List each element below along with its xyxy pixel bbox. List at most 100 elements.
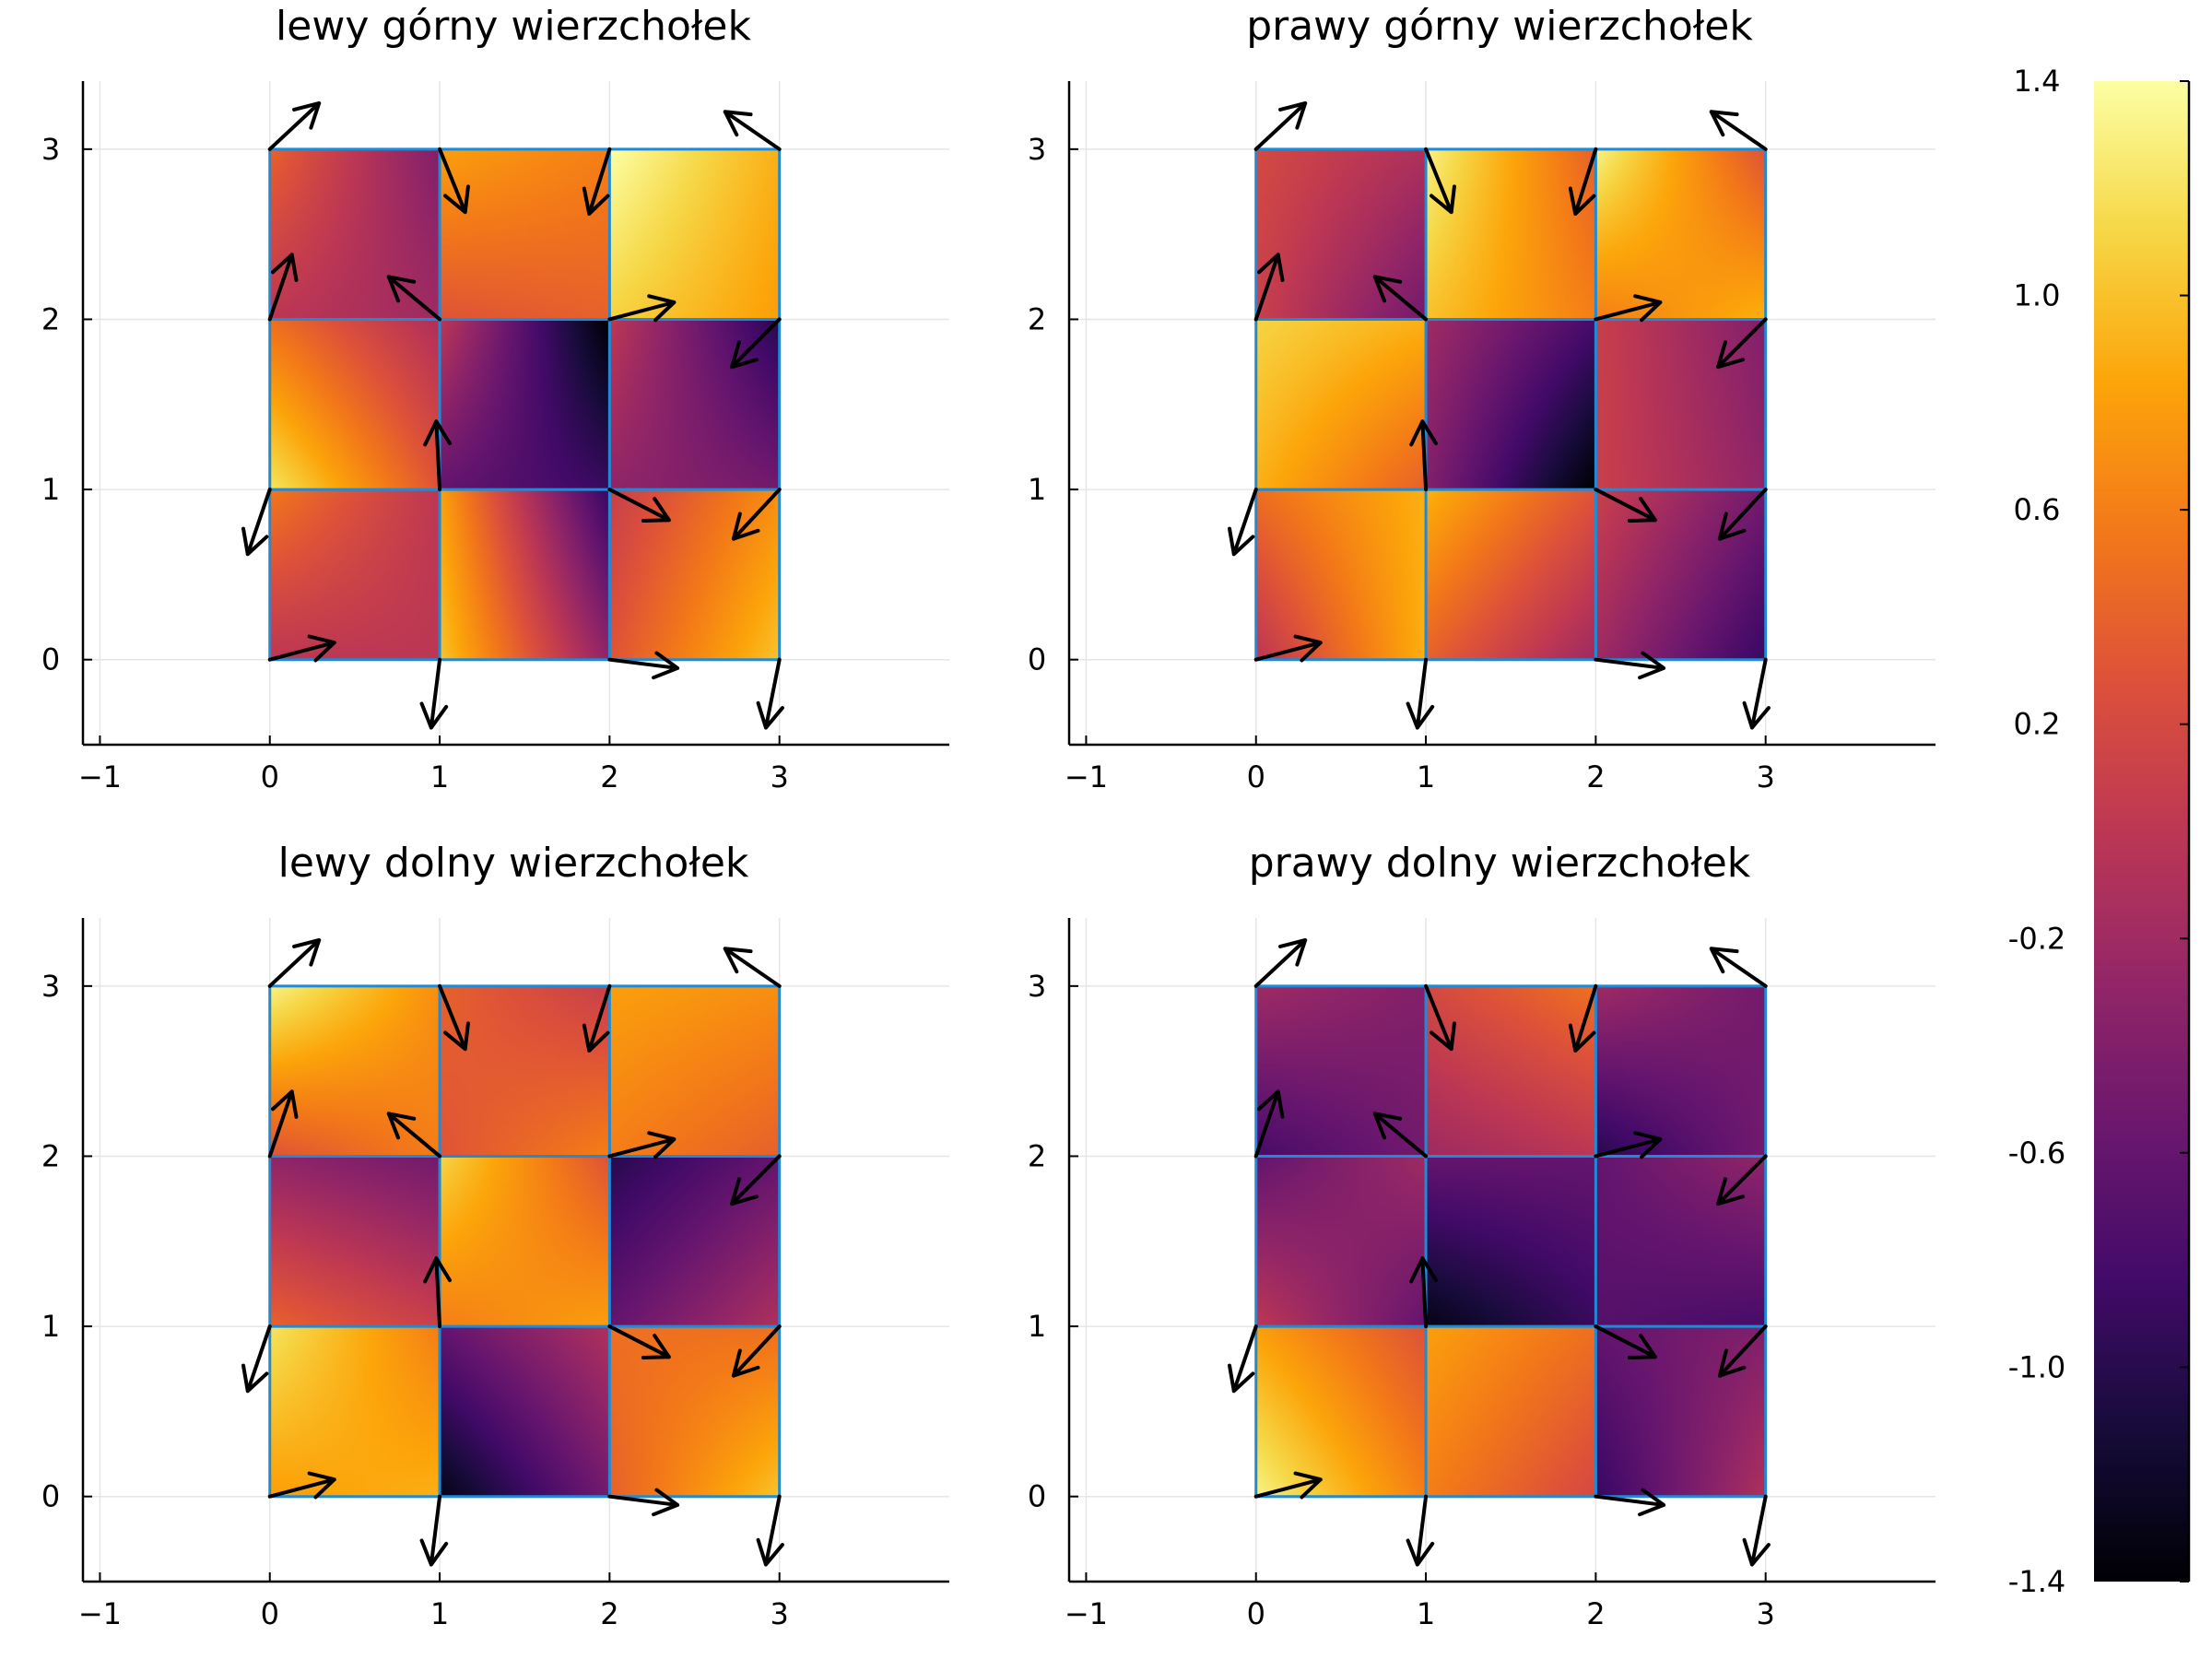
cell-edges <box>1254 147 1768 662</box>
gradient-arrow <box>1253 253 1285 322</box>
heatmap-cell <box>269 319 441 490</box>
heatmap-cell <box>1255 319 1427 490</box>
gradient-arrow <box>1372 275 1429 322</box>
y-tick-label: 0 <box>41 1479 60 1514</box>
heatmap-cell <box>440 319 610 490</box>
gradient-arrows <box>1228 101 1771 730</box>
colorbar: 1.4 1.0 0.6 0.2 -0.2 -0.6 -1.0 -1.4 <box>2008 64 2191 1599</box>
gradient-arrow <box>1709 110 1768 151</box>
gradient-arrow <box>1568 147 1598 216</box>
x-tick-label: 3 <box>771 759 789 794</box>
heatmap-cell <box>1426 148 1596 320</box>
gradient-arrows <box>241 101 784 730</box>
gradient-arrow <box>1253 101 1308 151</box>
gradient-arrow <box>267 634 336 663</box>
heatmap-cell <box>1255 148 1427 320</box>
x-tick-label: 2 <box>1586 1596 1605 1631</box>
gradient-arrow <box>1742 657 1771 730</box>
gradient-arrow <box>1594 1488 1666 1517</box>
x-tick-label: 2 <box>1586 759 1605 794</box>
gradient-arrow <box>731 1324 782 1378</box>
gradient-arrow <box>241 1324 272 1394</box>
y-tick-label: 0 <box>41 642 60 677</box>
gradient-arrow <box>607 651 680 680</box>
gradient-arrow <box>1253 634 1323 663</box>
y-tick-label: 2 <box>41 301 60 336</box>
gradient-arrow <box>438 147 470 215</box>
y-tick-label: 0 <box>1028 1479 1046 1514</box>
x-tick-label: 0 <box>261 1596 279 1631</box>
heatmap-cell <box>1426 489 1596 660</box>
gradient-arrow <box>582 147 612 216</box>
heatmap-cell <box>1255 1156 1427 1327</box>
subplot-2: −1 0 1 2 3 0 1 2 3 prawy górny wierzchołek <box>1028 3 1936 794</box>
x-tick-label: −1 <box>78 1596 122 1631</box>
gradient-arrow <box>267 1471 336 1500</box>
heatmap-cell <box>1255 1326 1427 1497</box>
gradient-arrow <box>438 983 470 1052</box>
gradient-arrow <box>607 1324 671 1359</box>
x-tick-label: 1 <box>1417 1596 1435 1631</box>
gradient-arrow <box>1424 147 1456 215</box>
heatmap-cell <box>1426 985 1596 1157</box>
colorbar-tick-label: -0.2 <box>2008 921 2065 956</box>
gradient-arrow <box>730 1154 782 1206</box>
gradient-arrow <box>1716 317 1768 370</box>
x-tick-label: 2 <box>600 759 618 794</box>
colorbar-tick-label: -0.6 <box>2008 1135 2065 1171</box>
subplot-3: −1 0 1 2 3 0 1 2 3 lewy dolny wierzchołek <box>41 840 949 1631</box>
gradient-arrow <box>1742 1494 1771 1567</box>
x-tick-label: −1 <box>1065 759 1108 794</box>
heatmap-cells <box>1255 148 1766 660</box>
gradient-arrow <box>1594 294 1663 323</box>
x-tick-label: −1 <box>78 759 122 794</box>
gradient-arrow <box>1228 488 1258 557</box>
subplot-4: −1 0 1 2 3 0 1 2 3 prawy dolny wierzchołek <box>1028 840 1936 1631</box>
colorbar-tick-label: 0.2 <box>2014 707 2061 742</box>
y-tick-label: 2 <box>1028 301 1046 336</box>
x-tick-label: 3 <box>1757 759 1775 794</box>
heatmap-cell <box>269 1326 441 1497</box>
x-tick-label: 0 <box>261 759 279 794</box>
heatmap-cells <box>269 985 780 1497</box>
gradient-arrow <box>607 488 671 523</box>
heatmap-cell <box>1255 985 1427 1157</box>
gradient-arrow <box>1594 1131 1663 1159</box>
x-tick-label: 3 <box>1757 1596 1775 1631</box>
gradient-arrow <box>1253 938 1308 988</box>
gradient-arrow <box>607 1131 677 1159</box>
gradient-arrow <box>730 317 782 370</box>
gradient-arrow <box>1406 1494 1435 1567</box>
gradient-arrow <box>723 947 782 988</box>
gradient-arrow <box>582 983 612 1053</box>
heatmap-cell <box>440 985 610 1157</box>
gradient-arrow <box>1409 419 1438 492</box>
x-tick-label: 1 <box>430 1596 449 1631</box>
gradient-arrow <box>423 1256 453 1329</box>
gradient-arrow <box>607 1488 680 1517</box>
x-tick-label: 1 <box>1417 759 1435 794</box>
gradient-arrow <box>723 110 782 151</box>
heatmap-cell <box>1255 489 1427 660</box>
y-tick-label: 1 <box>1028 1309 1046 1344</box>
x-tick-label: 0 <box>1247 759 1265 794</box>
subplot-title: prawy górny wierzchołek <box>1246 3 1753 50</box>
gradient-arrow <box>1228 1324 1258 1394</box>
gradient-arrow <box>756 657 784 730</box>
gradient-arrow <box>1568 983 1598 1053</box>
gradient-arrow <box>1716 1154 1768 1206</box>
gradient-arrow <box>1594 488 1657 523</box>
gradient-arrow <box>423 419 453 492</box>
y-tick-label: 3 <box>41 132 60 167</box>
gradient-arrow <box>1717 488 1768 541</box>
gradient-arrow <box>241 488 272 557</box>
gradient-arrows <box>1228 938 1771 1567</box>
heatmap-cell <box>1595 985 1766 1157</box>
gradient-arrow <box>1594 651 1666 680</box>
gradient-arrow <box>1406 657 1435 730</box>
x-tick-label: 0 <box>1247 1596 1265 1631</box>
y-tick-label: 1 <box>1028 472 1046 507</box>
y-tick-label: 3 <box>41 969 60 1004</box>
gradient-arrow <box>1409 1256 1438 1329</box>
